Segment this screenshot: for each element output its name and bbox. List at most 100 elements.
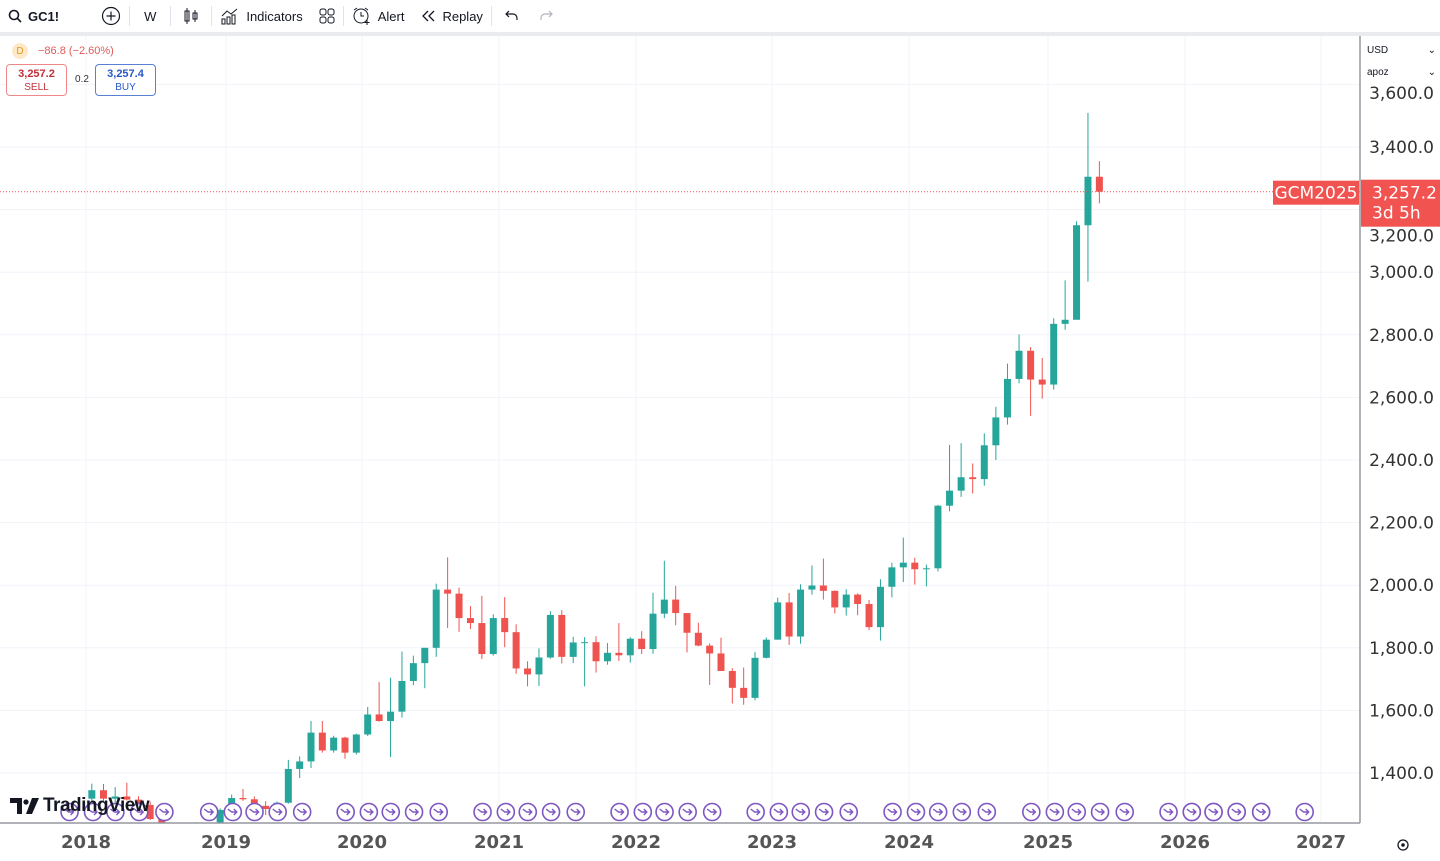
event-marker-icon[interactable] (1182, 802, 1202, 822)
candle (899, 537, 907, 583)
candle-body (421, 647, 429, 664)
buy-button[interactable]: 3,257.4 BUY (95, 64, 156, 96)
candle-body (455, 593, 463, 619)
event-marker-icon[interactable] (1090, 802, 1110, 822)
event-marker-icon[interactable] (610, 802, 629, 822)
event-marker-icon[interactable] (496, 802, 516, 822)
event-marker-icon[interactable] (223, 802, 243, 822)
event-marker-icon[interactable] (429, 802, 449, 822)
event-marker-icon[interactable] (404, 802, 424, 822)
candle (672, 585, 680, 626)
undo-button[interactable] (492, 0, 532, 32)
chart-settings-icon[interactable] (1397, 839, 1409, 851)
symbol-search[interactable]: GC1! (0, 0, 67, 32)
candle-body (660, 599, 668, 614)
compare-symbol-button[interactable] (93, 0, 129, 32)
candle-body (683, 613, 691, 633)
chart-type-button[interactable] (171, 0, 211, 32)
candle (489, 614, 497, 656)
event-marker-icon[interactable] (769, 802, 789, 822)
price-chart[interactable]: 1,400.0 1,600.0 1,800.0 2,000.0 2,200.0 2,400… (0, 36, 1440, 861)
price-change: −86.8 (−2.60%) (38, 45, 114, 57)
event-marker-icon[interactable] (791, 802, 811, 822)
event-marker-icon[interactable] (1022, 802, 1041, 822)
replay-button[interactable]: Replay (412, 0, 490, 32)
time-tick-label: 2020 (337, 832, 387, 853)
candle (626, 637, 634, 663)
event-marker-icon[interactable] (814, 802, 834, 822)
event-marker-icon[interactable] (1295, 802, 1314, 822)
sell-button[interactable]: 3,257.2 SELL (6, 64, 67, 96)
event-marker-icon[interactable] (245, 802, 264, 822)
redo-button[interactable] (532, 0, 560, 32)
candle (774, 597, 782, 640)
layouts-button[interactable] (311, 0, 343, 32)
event-marker-icon[interactable] (518, 802, 538, 822)
symbol-label: GC1! (28, 8, 60, 24)
event-marker-icon[interactable] (292, 802, 312, 822)
event-marker-icon[interactable] (268, 802, 287, 822)
event-marker-icon[interactable] (906, 802, 926, 822)
candle-body (512, 632, 520, 669)
event-marker-icon[interactable] (977, 802, 997, 822)
symbol-legend: D −86.8 (−2.60%) (12, 43, 114, 59)
candles-icon (184, 8, 198, 24)
event-marker-icon[interactable] (1045, 802, 1065, 822)
indicators-button[interactable]: Indicators (212, 0, 310, 32)
candle (478, 595, 486, 660)
event-marker-icon[interactable] (883, 802, 902, 822)
candle (854, 593, 862, 616)
event-marker-icon[interactable] (1115, 802, 1135, 822)
event-marker-icon[interactable] (1204, 802, 1223, 822)
event-marker-icon[interactable] (473, 802, 492, 822)
event-marker-icon[interactable] (566, 802, 586, 822)
candle-body (740, 687, 748, 698)
event-marker-icon[interactable] (129, 802, 149, 822)
candle-body (581, 642, 589, 644)
tradingview-logo[interactable]: TradingView (10, 795, 150, 817)
candle-body (535, 657, 543, 675)
unit-select[interactable]: apoz ⌄ (1362, 62, 1440, 84)
search-icon (8, 9, 22, 23)
event-marker-icon[interactable] (83, 802, 103, 822)
price-tick-label: 3,600.0 (1369, 84, 1434, 104)
candle-body (717, 653, 725, 671)
event-marker-icon[interactable] (746, 802, 765, 822)
candle-body (558, 614, 566, 657)
event-marker-icon[interactable] (1159, 802, 1178, 822)
price-tick-label: 2,600.0 (1369, 388, 1434, 408)
interval-button[interactable]: W (130, 0, 170, 32)
candle-body (364, 714, 372, 735)
candle (728, 668, 736, 704)
event-marker-icon[interactable] (655, 802, 674, 822)
event-marker-icon[interactable] (952, 802, 972, 822)
event-marker-icon[interactable] (1251, 802, 1271, 822)
event-marker-icon[interactable] (678, 802, 697, 822)
toolbar-divider (0, 32, 1440, 36)
event-marker-icon[interactable] (199, 802, 219, 822)
event-marker-icon[interactable] (928, 802, 948, 822)
event-marker-icon[interactable] (155, 802, 174, 822)
event-marker-icon[interactable] (60, 802, 79, 822)
event-marker-icon[interactable] (633, 802, 653, 822)
event-marker-icon[interactable] (1227, 802, 1246, 822)
event-marker-icon[interactable] (839, 802, 859, 822)
event-marker-icon[interactable] (359, 802, 379, 822)
event-marker-icon[interactable] (541, 802, 561, 822)
event-marker-icon[interactable] (106, 802, 125, 822)
candle (352, 733, 360, 755)
candle-body (1073, 225, 1081, 320)
candle (1084, 112, 1092, 282)
event-marker-icon[interactable] (1067, 802, 1087, 822)
candle (934, 504, 942, 572)
event-marker-icon[interactable] (336, 802, 355, 822)
time-tick-label: 2025 (1023, 832, 1073, 853)
alert-button[interactable]: Alert (344, 0, 413, 32)
event-marker-icon[interactable] (381, 802, 401, 822)
candle (111, 787, 119, 804)
event-marker-icon[interactable] (702, 802, 722, 822)
time-tick-label: 2024 (884, 832, 934, 853)
currency-select[interactable]: USD ⌄ (1362, 40, 1440, 62)
candle (797, 584, 805, 644)
candle (1015, 334, 1023, 384)
